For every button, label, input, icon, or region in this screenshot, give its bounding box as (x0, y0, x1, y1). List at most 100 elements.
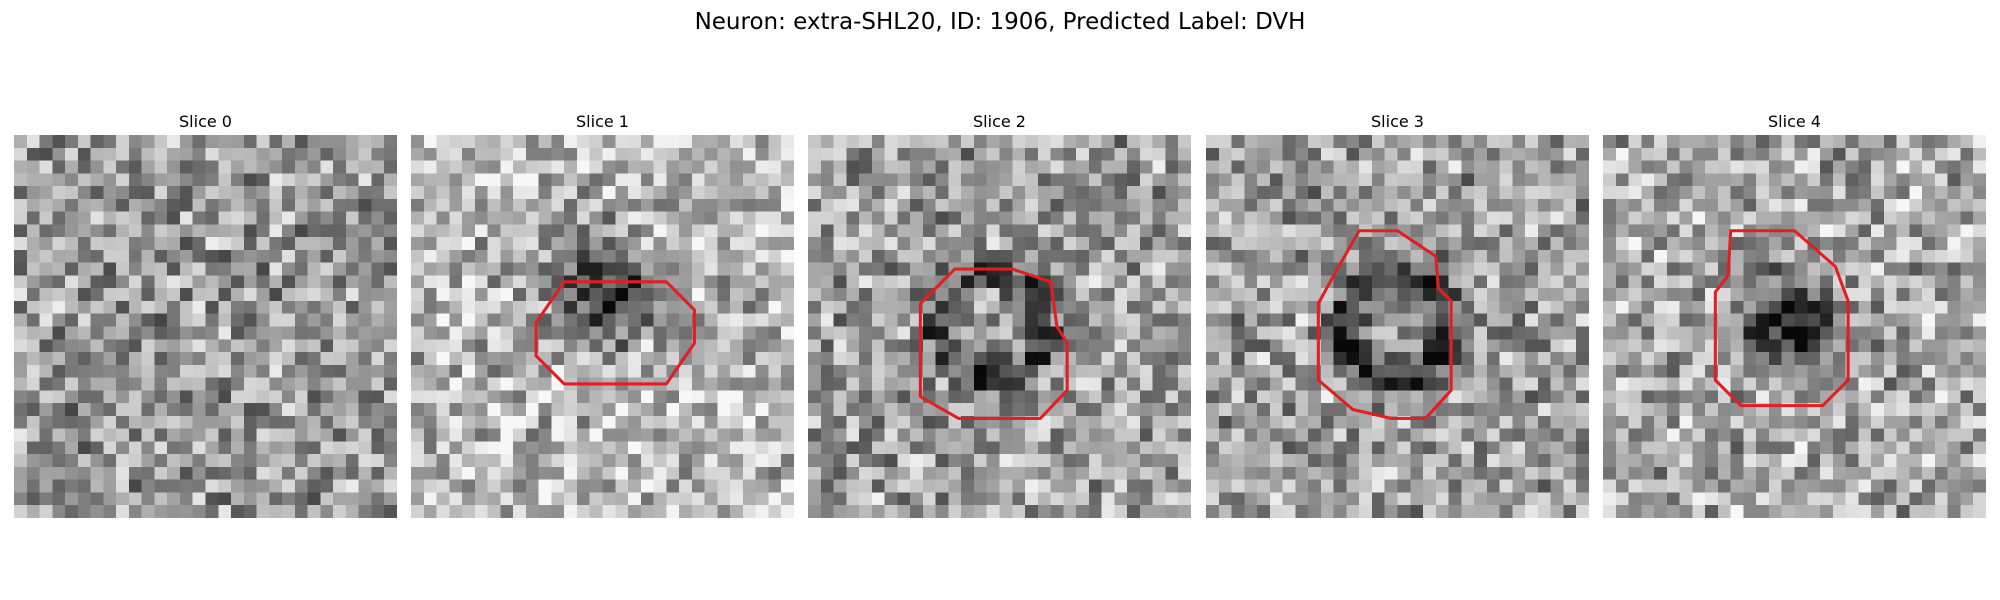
image-pixel (77, 339, 91, 353)
image-pixel (1628, 186, 1642, 200)
image-pixel (1282, 288, 1296, 302)
image-pixel (1486, 300, 1500, 314)
image-pixel (1269, 364, 1283, 378)
image-pixel (1794, 313, 1808, 327)
image-pixel (256, 352, 270, 366)
image-pixel (742, 135, 756, 149)
image-pixel (1537, 313, 1551, 327)
image-pixel (358, 339, 372, 353)
image-pixel (52, 377, 66, 391)
image-pixel (1563, 211, 1577, 225)
image-pixel (474, 403, 488, 417)
image-pixel (1359, 198, 1373, 212)
image-pixel (1499, 326, 1513, 340)
image-pixel (345, 186, 359, 200)
image-pixel (820, 288, 834, 302)
image-pixel (1127, 479, 1141, 493)
image-pixel (411, 173, 425, 187)
image-pixel (449, 339, 463, 353)
image-pixel (704, 224, 718, 238)
image-pixel (1346, 352, 1360, 366)
image-pixel (1410, 249, 1424, 263)
image-pixel (666, 237, 680, 251)
image-pixel (615, 505, 629, 518)
image-pixel (1845, 211, 1859, 225)
image-pixel (1050, 492, 1064, 506)
image-pixel (167, 479, 181, 493)
image-pixel (192, 415, 206, 429)
image-pixel (1244, 428, 1258, 442)
image-pixel (358, 454, 372, 468)
image-pixel (1152, 300, 1166, 314)
image-pixel (1512, 237, 1526, 251)
image-pixel (1871, 415, 1885, 429)
image-pixel (1410, 479, 1424, 493)
image-pixel (52, 160, 66, 174)
image-pixel (871, 441, 885, 455)
image-pixel (1628, 249, 1642, 263)
image-pixel (1832, 249, 1846, 263)
image-pixel (1244, 211, 1258, 225)
image-pixel (820, 454, 834, 468)
image-pixel (1794, 454, 1808, 468)
image-pixel (1384, 288, 1398, 302)
image-pixel (14, 364, 28, 378)
image-pixel (128, 390, 142, 404)
image-pixel (704, 249, 718, 263)
image-pixel (1037, 505, 1051, 518)
image-pixel (39, 186, 53, 200)
image-pixel (1037, 300, 1051, 314)
image-pixel (320, 352, 334, 366)
image-pixel (961, 300, 975, 314)
image-pixel (474, 479, 488, 493)
image-pixel (859, 339, 873, 353)
image-pixel (307, 492, 321, 506)
image-pixel (1127, 339, 1141, 353)
image-pixel (487, 505, 501, 518)
image-pixel (436, 326, 450, 340)
image-pixel (1730, 364, 1744, 378)
image-pixel (513, 377, 527, 391)
image-pixel (1871, 492, 1885, 506)
image-pixel (384, 313, 397, 327)
image-pixel (128, 135, 142, 149)
image-pixel (1178, 352, 1191, 366)
image-pixel (1896, 313, 1910, 327)
image-pixel (1717, 428, 1731, 442)
image-pixel (589, 492, 603, 506)
image-pixel (1563, 237, 1577, 251)
image-pixel (691, 249, 705, 263)
image-pixel (1423, 505, 1437, 518)
image-pixel (551, 262, 565, 276)
image-pixel (14, 352, 28, 366)
image-pixel (1037, 352, 1051, 366)
image-pixel (1063, 505, 1077, 518)
image-pixel (1896, 237, 1910, 251)
image-pixel (1934, 441, 1948, 455)
image-pixel (26, 237, 40, 251)
image-pixel (1845, 249, 1859, 263)
image-pixel (1231, 173, 1245, 187)
image-pixel (77, 262, 91, 276)
image-pixel (1615, 275, 1629, 289)
image-pixel (1820, 428, 1834, 442)
image-pixel (1563, 186, 1577, 200)
image-pixel (1922, 300, 1936, 314)
image-pixel (154, 186, 168, 200)
image-pixel (871, 428, 885, 442)
image-pixel (1499, 224, 1513, 238)
image-pixel (1654, 466, 1668, 480)
image-pixel (1178, 505, 1191, 518)
image-pixel (205, 326, 219, 340)
image-pixel (513, 135, 527, 149)
slice-title-0: Slice 0 (179, 112, 232, 131)
image-pixel (1973, 211, 1986, 225)
image-pixel (999, 275, 1013, 289)
image-pixel (961, 249, 975, 263)
image-pixel (1883, 339, 1897, 353)
image-pixel (423, 390, 437, 404)
image-pixel (1563, 403, 1577, 417)
image-pixel (551, 135, 565, 149)
image-pixel (986, 326, 1000, 340)
image-pixel (1025, 403, 1039, 417)
